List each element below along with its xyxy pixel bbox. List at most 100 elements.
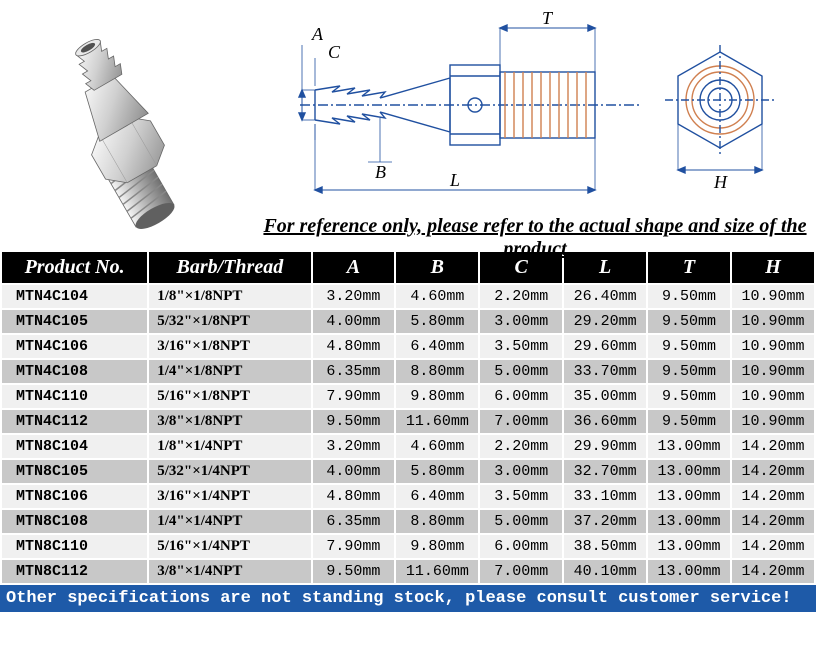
- table-cell: 10.90mm: [731, 409, 815, 434]
- table-row: MTN8C1123/8"×1/4NPT9.50mm11.60mm7.00mm40…: [1, 559, 815, 584]
- table-cell: 10.90mm: [731, 384, 815, 409]
- technical-drawing: A C B L T: [280, 10, 800, 210]
- table-row: MTN8C1055/32"×1/4NPT4.00mm5.80mm3.00mm32…: [1, 459, 815, 484]
- table-cell: 13.00mm: [647, 509, 731, 534]
- table-cell: 5/32"×1/4NPT: [148, 459, 311, 484]
- table-cell: 8.80mm: [395, 509, 479, 534]
- table-row: MTN4C1105/16"×1/8NPT7.90mm9.80mm6.00mm35…: [1, 384, 815, 409]
- dim-label-C: C: [328, 42, 341, 62]
- table-cell: 40.10mm: [563, 559, 647, 584]
- table-cell: 2.20mm: [479, 434, 563, 459]
- table-cell: 9.50mm: [647, 334, 731, 359]
- table-cell: 3/16"×1/8NPT: [148, 334, 311, 359]
- table-cell: 6.40mm: [395, 334, 479, 359]
- table-cell: 14.20mm: [731, 434, 815, 459]
- table-cell: 5.80mm: [395, 459, 479, 484]
- table-cell: 33.70mm: [563, 359, 647, 384]
- table-cell: MTN4C108: [1, 359, 148, 384]
- table-cell: 3.00mm: [479, 309, 563, 334]
- table-cell: 10.90mm: [731, 334, 815, 359]
- table-cell: MTN4C106: [1, 334, 148, 359]
- table-cell: 3.20mm: [312, 284, 396, 309]
- table-cell: 6.35mm: [312, 509, 396, 534]
- table-cell: 3.50mm: [479, 484, 563, 509]
- table-cell: MTN4C105: [1, 309, 148, 334]
- table-cell: 6.00mm: [479, 534, 563, 559]
- table-cell: 11.60mm: [395, 409, 479, 434]
- table-cell: 6.00mm: [479, 384, 563, 409]
- table-cell: 5/16"×1/8NPT: [148, 384, 311, 409]
- table-cell: 14.20mm: [731, 509, 815, 534]
- reference-note: For reference only, please refer to the …: [260, 215, 810, 261]
- footer-note: Other specifications are not standing st…: [0, 585, 816, 612]
- table-cell: MTN8C112: [1, 559, 148, 584]
- dim-label-A: A: [311, 24, 324, 44]
- table-cell: MTN4C112: [1, 409, 148, 434]
- table-cell: 1/8"×1/4NPT: [148, 434, 311, 459]
- table-cell: 10.90mm: [731, 309, 815, 334]
- table-cell: MTN4C110: [1, 384, 148, 409]
- table-cell: MTN8C105: [1, 459, 148, 484]
- table-cell: 26.40mm: [563, 284, 647, 309]
- table-cell: 5.00mm: [479, 359, 563, 384]
- dim-label-B: B: [375, 162, 386, 182]
- dim-label-H: H: [713, 172, 728, 192]
- table-cell: MTN8C104: [1, 434, 148, 459]
- table-cell: 13.00mm: [647, 534, 731, 559]
- table-cell: 3.20mm: [312, 434, 396, 459]
- table-cell: 29.20mm: [563, 309, 647, 334]
- table-cell: 3.50mm: [479, 334, 563, 359]
- table-cell: 1/4"×1/8NPT: [148, 359, 311, 384]
- table-cell: 4.80mm: [312, 484, 396, 509]
- table-cell: 3/16"×1/4NPT: [148, 484, 311, 509]
- table-cell: 33.10mm: [563, 484, 647, 509]
- table-cell: 13.00mm: [647, 559, 731, 584]
- table-row: MTN4C1041/8"×1/8NPT3.20mm4.60mm2.20mm26.…: [1, 284, 815, 309]
- table-cell: 9.50mm: [312, 559, 396, 584]
- table-cell: 9.50mm: [647, 409, 731, 434]
- table-cell: 9.50mm: [647, 384, 731, 409]
- table-cell: 7.00mm: [479, 409, 563, 434]
- table-cell: 5/32"×1/8NPT: [148, 309, 311, 334]
- table-cell: 5.00mm: [479, 509, 563, 534]
- table-cell: 10.90mm: [731, 359, 815, 384]
- spec-table: Product No. Barb/Thread A B C L T H MTN4…: [0, 250, 816, 585]
- col-header: Product No.: [1, 251, 148, 284]
- table-cell: MTN4C104: [1, 284, 148, 309]
- table-row: MTN4C1055/32"×1/8NPT4.00mm5.80mm3.00mm29…: [1, 309, 815, 334]
- table-cell: 14.20mm: [731, 534, 815, 559]
- dim-label-T: T: [542, 10, 554, 28]
- table-cell: MTN8C106: [1, 484, 148, 509]
- table-cell: 13.00mm: [647, 459, 731, 484]
- table-row: MTN8C1105/16"×1/4NPT7.90mm9.80mm6.00mm38…: [1, 534, 815, 559]
- table-row: MTN4C1123/8"×1/8NPT9.50mm11.60mm7.00mm36…: [1, 409, 815, 434]
- table-row: MTN4C1081/4"×1/8NPT6.35mm8.80mm5.00mm33.…: [1, 359, 815, 384]
- table-cell: MTN8C108: [1, 509, 148, 534]
- table-cell: 6.35mm: [312, 359, 396, 384]
- table-cell: 3.00mm: [479, 459, 563, 484]
- table-cell: 5.80mm: [395, 309, 479, 334]
- table-row: MTN8C1081/4"×1/4NPT6.35mm8.80mm5.00mm37.…: [1, 509, 815, 534]
- table-cell: 32.70mm: [563, 459, 647, 484]
- table-cell: 1/4"×1/4NPT: [148, 509, 311, 534]
- isometric-fitting-image: [40, 10, 240, 240]
- table-cell: 35.00mm: [563, 384, 647, 409]
- table-cell: 3/8"×1/8NPT: [148, 409, 311, 434]
- table-cell: 9.80mm: [395, 534, 479, 559]
- table-cell: 37.20mm: [563, 509, 647, 534]
- table-cell: 4.60mm: [395, 434, 479, 459]
- table-cell: 3/8"×1/4NPT: [148, 559, 311, 584]
- table-cell: 4.00mm: [312, 309, 396, 334]
- table-cell: 11.60mm: [395, 559, 479, 584]
- table-cell: 8.80mm: [395, 359, 479, 384]
- table-cell: 9.50mm: [647, 359, 731, 384]
- table-cell: 9.50mm: [312, 409, 396, 434]
- table-cell: 14.20mm: [731, 484, 815, 509]
- table-cell: 4.60mm: [395, 284, 479, 309]
- table-cell: 38.50mm: [563, 534, 647, 559]
- table-cell: 7.90mm: [312, 534, 396, 559]
- table-cell: 2.20mm: [479, 284, 563, 309]
- table-cell: MTN8C110: [1, 534, 148, 559]
- table-row: MTN8C1063/16"×1/4NPT4.80mm6.40mm3.50mm33…: [1, 484, 815, 509]
- table-row: MTN8C1041/8"×1/4NPT3.20mm4.60mm2.20mm29.…: [1, 434, 815, 459]
